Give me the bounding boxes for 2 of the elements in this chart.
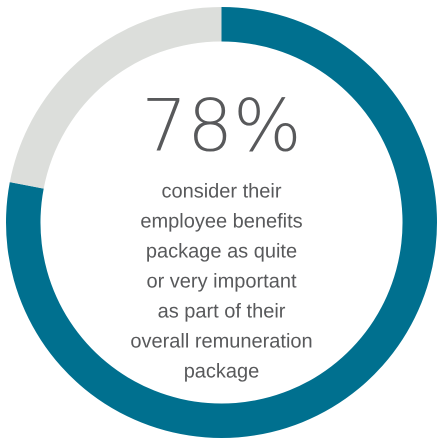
data-label: 78% [141,84,302,168]
text: consider their employee benefits package as quite or very important as part of their overall remuneration package [130,180,313,382]
